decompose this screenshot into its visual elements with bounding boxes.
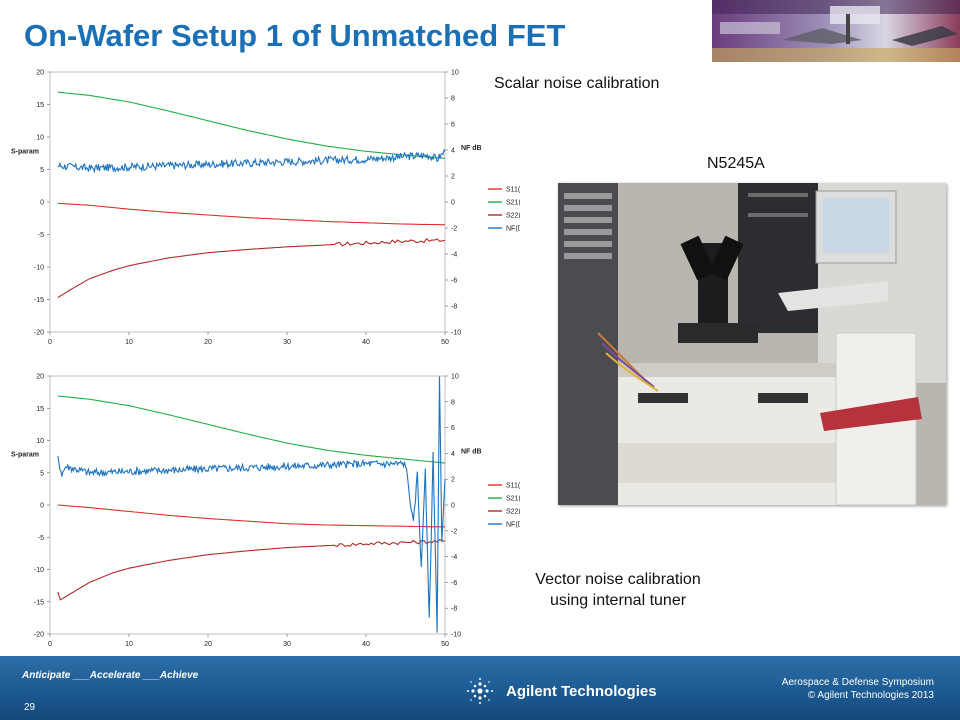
- series-line-s22-db: [57, 237, 446, 299]
- y-tick-label: -5: [38, 535, 44, 542]
- series-line-s11-db: [57, 202, 446, 226]
- chart-scalar-calibration: 20 15 10 5 0 -5 -10 -15 -20 10 8 6 4 2 0 -2 -4 -6 -8 -10 0 10…: [0, 60, 520, 352]
- y-tick-label: 0: [40, 503, 44, 510]
- y-tick-label: 15: [36, 406, 44, 413]
- legend-entry: S22(DB): [506, 509, 520, 516]
- y2-tick-label: 6: [451, 425, 455, 432]
- y-tick-label: -5: [38, 232, 44, 239]
- y-tick-label: 5: [40, 470, 44, 477]
- chart-vector-calibration: 20 15 10 5 0 -5 -10 -15 -20 10 8 6 4 2 0 -2 -4 -6 -8 -10 0 10…: [0, 364, 520, 654]
- event-name: Aerospace & Defense Symposium: [781, 677, 934, 688]
- x-tick-label: 40: [362, 339, 370, 346]
- series-line-nf-db: [57, 376, 446, 633]
- x-tick-label: 40: [362, 641, 370, 648]
- y-tick-label: 20: [36, 374, 44, 381]
- vector-calibration-label: Vector noise calibration using internal …: [520, 569, 716, 611]
- y2-tick-label: 2: [451, 477, 455, 484]
- legend-entry: S22(DB): [506, 213, 520, 220]
- agilent-logo: Agilent Technologies: [460, 676, 660, 706]
- vector-calibration-line1: Vector noise calibration: [535, 571, 701, 588]
- y2-tick-label: -8: [451, 606, 457, 613]
- x-tick-label: 50: [441, 339, 449, 346]
- y2-tick-label: -2: [451, 226, 457, 233]
- legend-entry: NF(DB): [506, 522, 520, 529]
- vector-calibration-line2: using internal tuner: [549, 592, 687, 609]
- legend-entry: S11(DB): [506, 187, 520, 194]
- y-axis-label: S-param: [11, 148, 39, 155]
- scalar-calibration-label: Scalar noise calibration: [494, 75, 660, 92]
- y2-tick-label: -4: [451, 554, 457, 561]
- x-tick-label: 20: [204, 339, 212, 346]
- y2-tick-label: 10: [451, 70, 459, 77]
- y2-tick-label: -4: [451, 252, 457, 259]
- y2-tick-label: 4: [451, 148, 455, 155]
- y2-tick-label: -8: [451, 304, 457, 311]
- y2-axis-label: NF dB: [461, 448, 482, 455]
- footer-tagline: Anticipate ___Accelerate ___Achieve: [22, 670, 199, 681]
- y2-tick-label: 4: [451, 451, 455, 458]
- series-line-s21-db: [57, 91, 446, 160]
- instrument-label: N5245A: [707, 155, 765, 172]
- y2-tick-label: 2: [451, 174, 455, 181]
- y-tick-label: 20: [36, 70, 44, 77]
- y-tick-label: -15: [34, 297, 44, 304]
- series-line-s22-db: [57, 538, 446, 601]
- series-line-s21-db: [57, 395, 446, 464]
- plot-area: [49, 375, 446, 635]
- x-tick-label: 30: [283, 339, 291, 346]
- y-tick-label: 10: [36, 438, 44, 445]
- x-tick-label: 10: [125, 339, 133, 346]
- y-tick-label: 10: [36, 135, 44, 142]
- y-tick-label: 0: [40, 200, 44, 207]
- footer-bar: Anticipate ___Accelerate ___Achieve 29 A…: [0, 656, 960, 720]
- legend-entry: S21(DB): [506, 200, 520, 207]
- y2-tick-label: -10: [451, 330, 461, 337]
- series-line-nf-db: [57, 148, 446, 174]
- y2-tick-label: 0: [451, 200, 455, 207]
- event-info: Aerospace & Defense Symposium © Agilent …: [782, 676, 934, 702]
- y-tick-label: -10: [34, 567, 44, 574]
- y-tick-label: -20: [34, 330, 44, 337]
- y2-axis-label: NF dB: [461, 145, 482, 152]
- y-tick-label: -10: [34, 265, 44, 272]
- legend-entry: S21(DB): [506, 496, 520, 503]
- y-tick-label: 5: [40, 167, 44, 174]
- x-tick-label: 0: [48, 339, 52, 346]
- y2-tick-label: 8: [451, 399, 455, 406]
- page-title: On-Wafer Setup 1 of Unmatched FET: [24, 18, 566, 53]
- y-axis-label: S-param: [11, 452, 39, 459]
- legend-entry: S11(DB): [506, 483, 520, 490]
- y2-tick-label: -6: [451, 580, 457, 587]
- y-tick-label: -20: [34, 632, 44, 639]
- y2-tick-label: 6: [451, 122, 455, 129]
- y2-tick-label: 10: [451, 374, 459, 381]
- x-tick-label: 10: [125, 641, 133, 648]
- y-tick-label: 15: [36, 102, 44, 109]
- x-tick-label: 0: [48, 641, 52, 648]
- y2-tick-label: -10: [451, 632, 461, 639]
- plot-area: [49, 71, 446, 333]
- series-line-s11-db: [57, 504, 445, 528]
- x-tick-label: 20: [204, 641, 212, 648]
- probe-station-photo: [558, 183, 946, 505]
- copyright: © Agilent Technologies 2013: [807, 690, 934, 701]
- legend-entry: NF(DB): [506, 226, 520, 233]
- header-banner-image: [712, 0, 960, 62]
- agilent-logo-text: Agilent Technologies: [506, 683, 657, 700]
- x-tick-label: 30: [283, 641, 291, 648]
- y2-tick-label: 8: [451, 96, 455, 103]
- page-number: 29: [24, 702, 36, 713]
- agilent-spark-icon: [467, 678, 493, 704]
- y-tick-label: -15: [34, 599, 44, 606]
- y2-tick-label: -2: [451, 528, 457, 535]
- y2-tick-label: -6: [451, 278, 457, 285]
- y2-tick-label: 0: [451, 503, 455, 510]
- x-tick-label: 50: [441, 641, 449, 648]
